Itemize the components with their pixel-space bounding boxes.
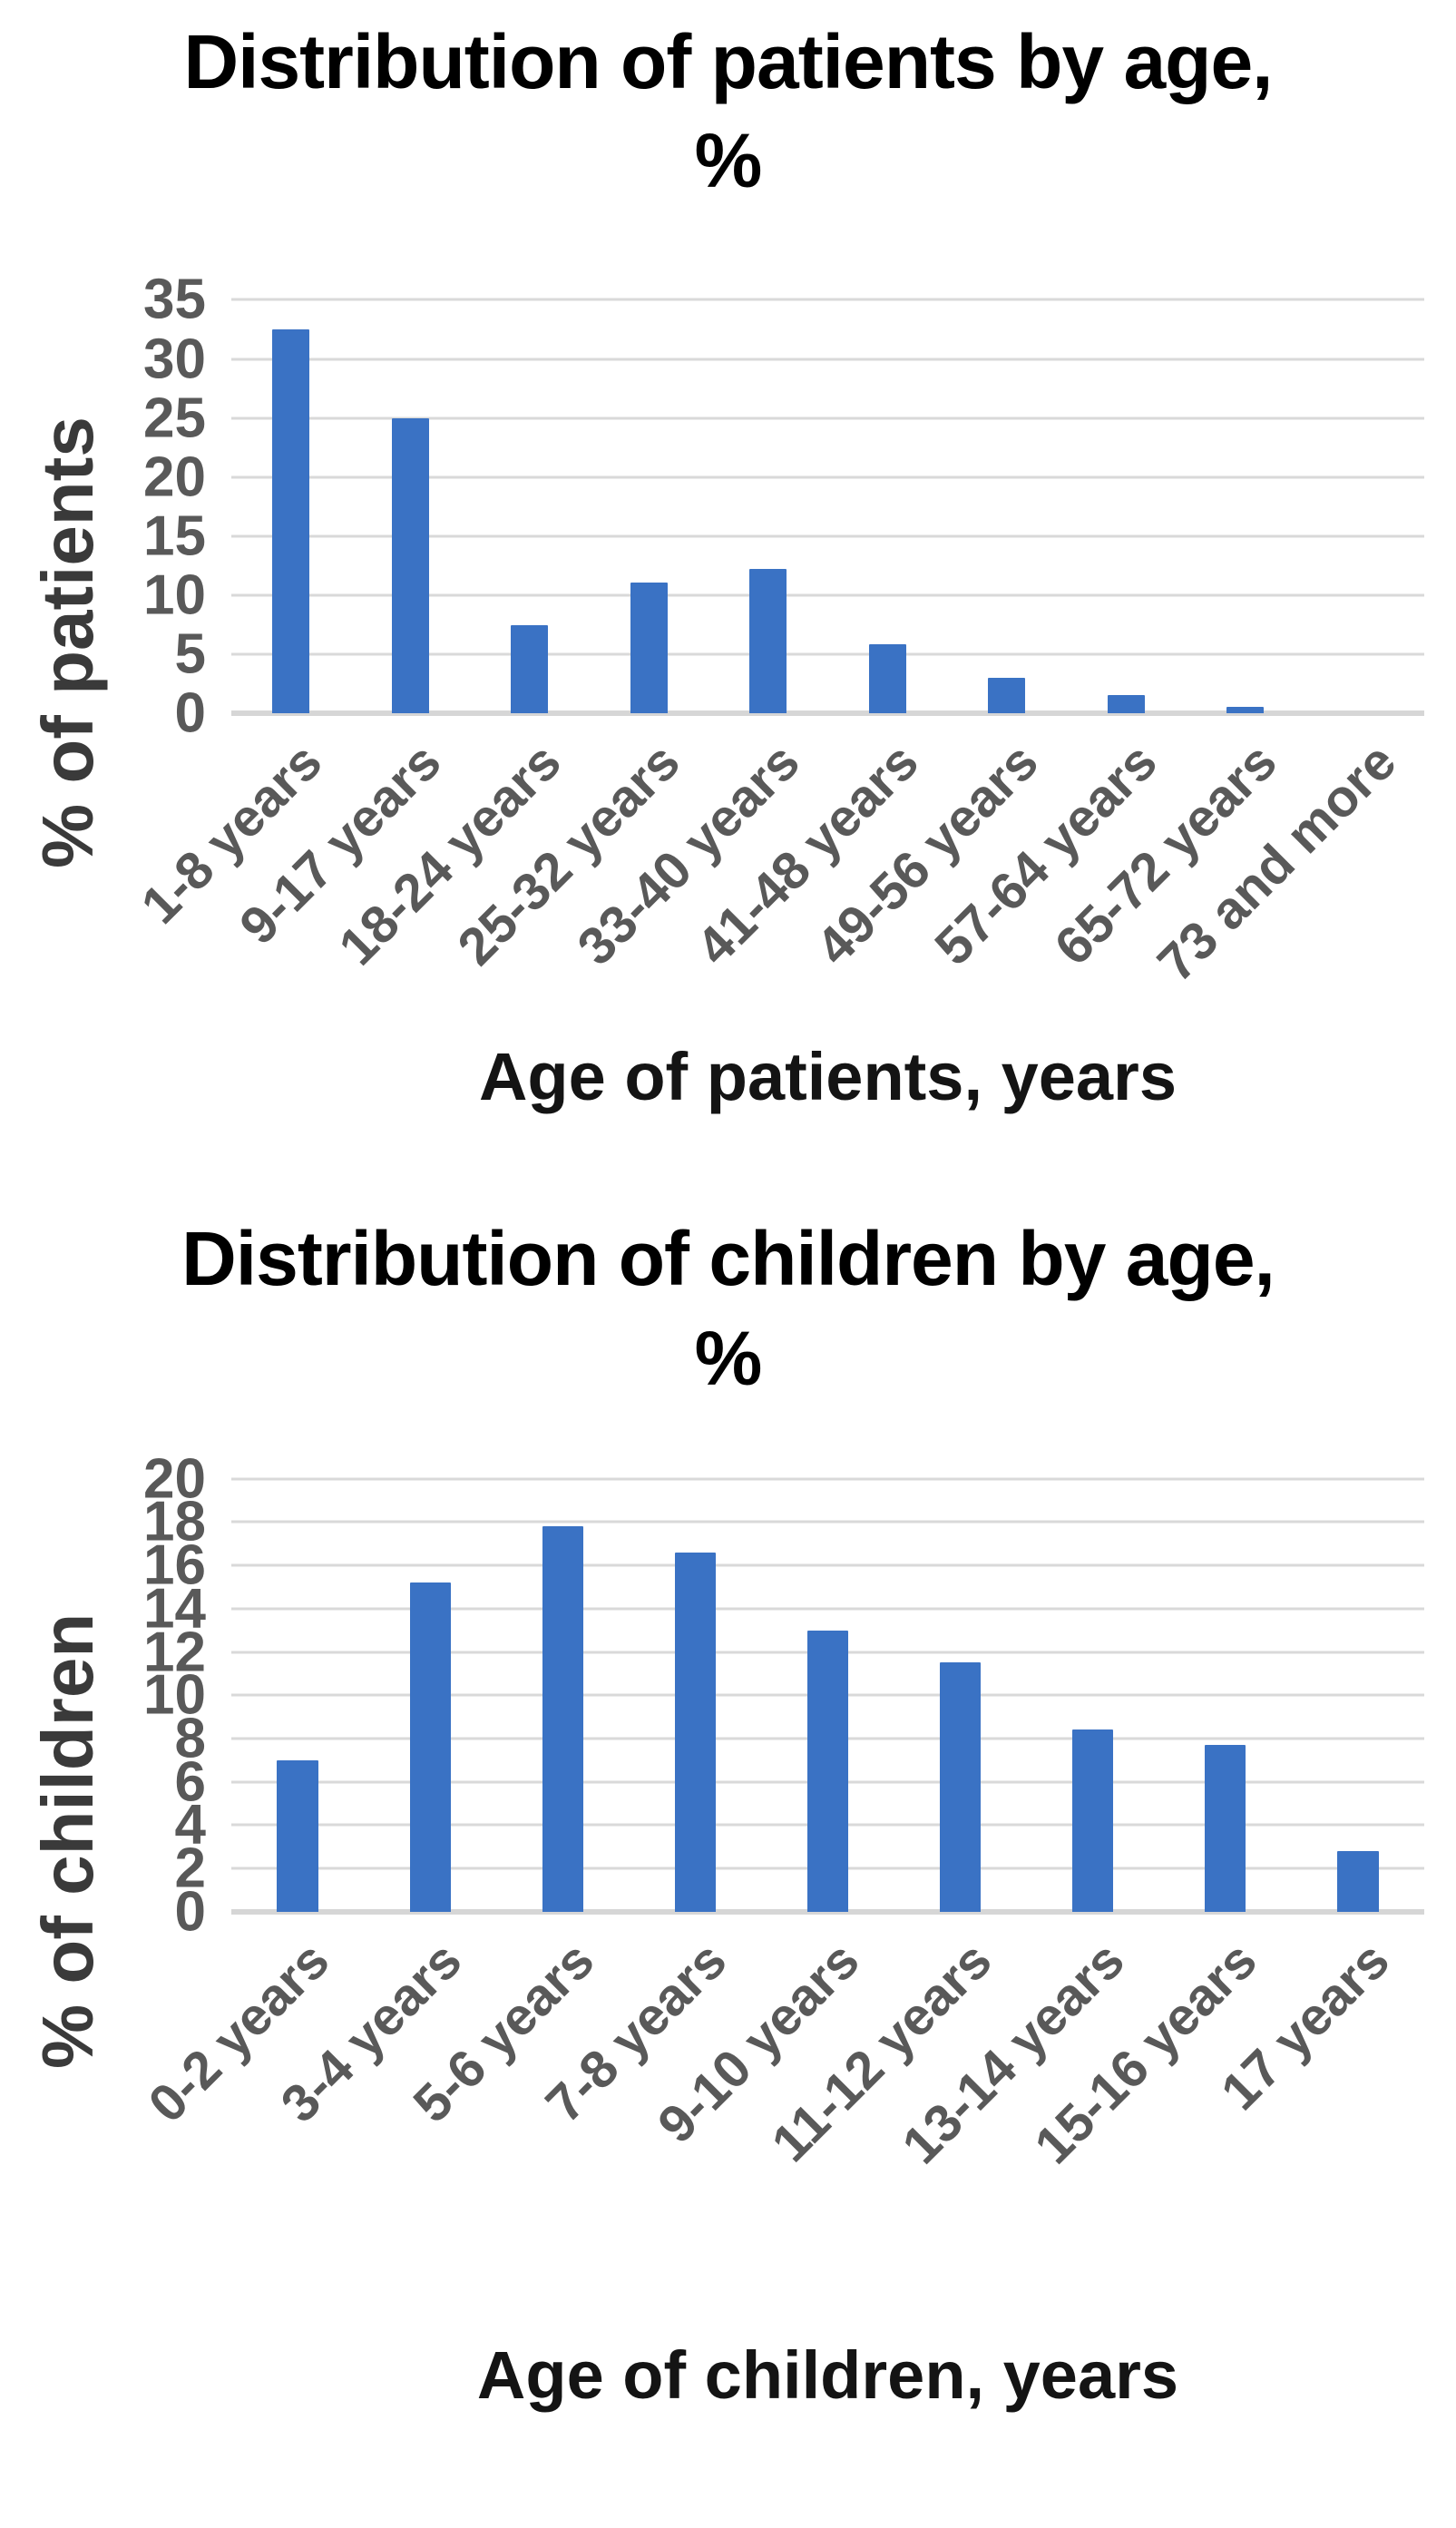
bar-9-10-years [806,1630,849,1912]
patients-chart: Distribution of patients by age, % % of … [0,13,1456,1115]
y-tick-label: 0 [174,1880,206,1944]
gridline [231,1520,1424,1524]
gridline [231,534,1424,538]
children-plot-area: 0 2 4 6 8 10 12 14 16 18 20 [143,1447,1424,1943]
bar-cell [894,1479,1027,1912]
y-tick-label: 25 [143,387,206,450]
bar-49-56-years [988,678,1026,714]
bar-cell [231,299,351,714]
bar-cell [470,299,590,714]
children-chart-title-line1: Distribution of children by age, [181,1216,1275,1302]
bar-57-64-years [1107,694,1145,714]
y-tick-label: 15 [143,505,206,568]
y-tick-label: 14 [143,1577,206,1641]
children-x-tick-labels: 0-2 years 3-4 years 5-6 years 7-8 years 9-10… [137,1912,1424,2202]
bar-3-4-years [409,1582,451,1912]
gridline [231,358,1424,361]
y-tick-label: 30 [143,328,206,391]
y-tick-label: 4 [174,1793,206,1857]
y-tick-label: 20 [143,446,206,509]
patients-chart-body: % of patients 0 5 10 15 20 25 30 35 1-8 years 9-… [0,269,1456,994]
bar-25-32-years [630,582,668,714]
children-y-axis-title: % of children [27,1612,108,2069]
bar-cell [1305,299,1425,713]
bar-cell [1159,1479,1292,1912]
bar-cell [590,299,709,714]
patients-chart-title-line2: % [694,118,763,204]
gridline [231,475,1424,479]
bar-cell [629,1479,761,1912]
y-tick-label: 8 [174,1707,206,1770]
bar-cell [761,1479,894,1912]
children-chart: Distribution of children by age, % % of … [0,1210,1456,2413]
bar-cell [1067,299,1187,714]
x-axis-line [231,1908,1424,1915]
children-x-axis-title: Age of children, years [476,2337,1179,2413]
children-chart-title-line2: % [694,1315,763,1401]
y-tick-label: 6 [174,1750,206,1814]
y-tick-label: 12 [143,1621,206,1684]
bar-cell [708,299,828,714]
bar-cell [364,1479,496,1912]
bar-13-14-years [1072,1729,1114,1912]
y-tick-label: 10 [143,563,206,627]
patients-plot-area: 0 5 10 15 20 25 30 35 [143,269,1425,745]
children-chart-body: % of children 0 2 4 6 8 10 12 14 16 18 20 0-2 year… [0,1447,1456,2202]
gridline [231,298,1424,301]
bar-15-16-years [1205,1745,1246,1912]
children-bars [231,1479,1424,1912]
bar-cell [1292,1479,1424,1912]
patients-x-tick-labels: 1-8 years 9-17 years 18-24 years 25-32 year… [131,713,1425,994]
bar-cell [947,299,1067,714]
gridline [231,416,1424,420]
gridline [231,1563,1424,1567]
bar-41-48-years [868,643,906,714]
patients-chart-title: Distribution of patients by age, % [0,13,1456,211]
bar-7-8-years [674,1552,717,1912]
patients-x-axis-title: Age of patients, years [478,1039,1177,1115]
bar-9-17-years [391,417,429,714]
x-axis-line [231,710,1424,717]
bar-1-8-years [272,328,310,714]
bar-cell [351,299,471,714]
gridline [231,652,1424,656]
bar-65-72-years [1226,706,1265,714]
y-tick-label: 18 [143,1490,206,1553]
gridline [231,1607,1424,1611]
bar-cell [1027,1479,1159,1912]
gridline [231,1477,1424,1481]
y-tick-label: 35 [143,268,206,331]
patients-bars [231,299,1425,714]
y-tick-label: 16 [143,1533,206,1597]
bar-17-years [1337,1850,1379,1912]
bar-cell [231,1479,364,1912]
bar-0-2-years [277,1759,318,1912]
x-tick-cell: 73 and more [1146,713,1425,994]
bar-cell [1186,299,1305,714]
bar-cell [828,299,948,714]
bar-18-24-years [511,624,549,714]
gridline [231,593,1424,597]
bar-11-12-years [939,1662,982,1912]
y-tick-label: 10 [143,1663,206,1727]
spacer [0,1408,1456,1479]
bar-cell [496,1479,629,1912]
patients-y-axis-title: % of patients [27,416,108,869]
children-chart-title: Distribution of children by age, % [0,1210,1456,1407]
patients-chart-title-line1: Distribution of patients by age, [183,19,1273,104]
y-tick-label: 2 [174,1837,206,1900]
bar-5-6-years [542,1526,583,1912]
x-tick-cell: 17 years [1209,1912,1424,2202]
bar-33-40-years [749,569,787,714]
y-tick-label: 0 [174,681,206,745]
y-tick-label: 5 [174,622,206,686]
spacer [0,211,1456,299]
y-tick-label: 20 [143,1447,206,1511]
figure: Distribution of patients by age, % % of … [0,13,1456,2413]
